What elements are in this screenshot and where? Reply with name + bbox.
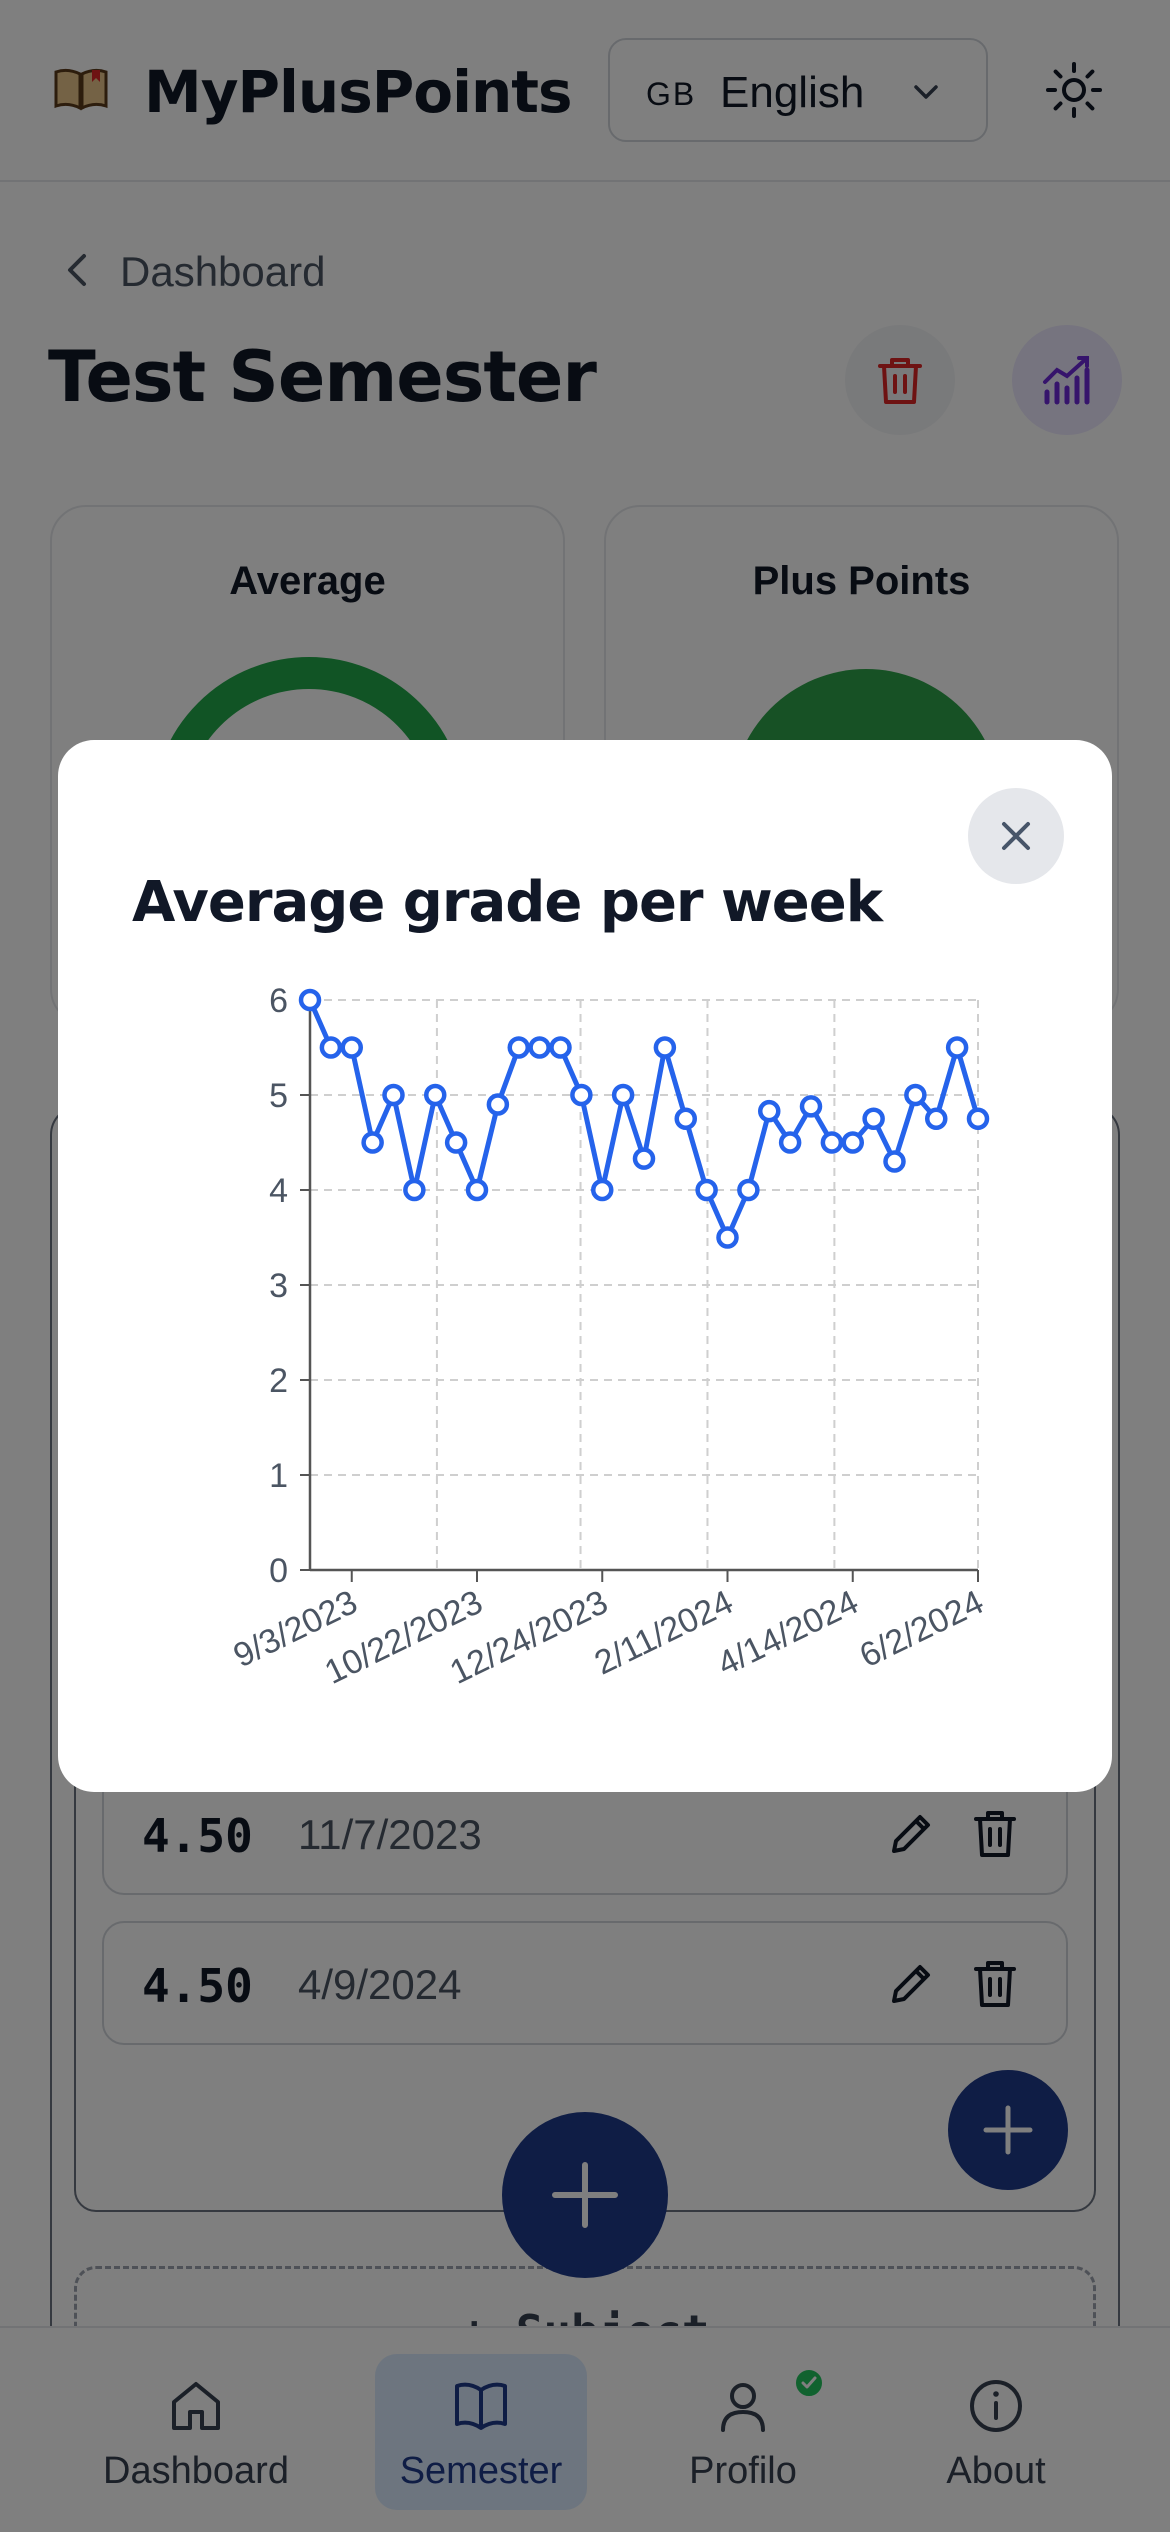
x-tick-label: 4/14/2024 — [712, 1583, 865, 1683]
close-icon — [1002, 822, 1030, 850]
data-point — [799, 1095, 823, 1118]
data-point — [820, 1131, 844, 1154]
data-point — [695, 1178, 718, 1202]
chart-modal: 0 1 2 3 4 5 6 9/3/2023 10/22/2023 12/24/2023 2/11/… — [58, 740, 1112, 1792]
data-point — [632, 1147, 656, 1170]
data-point — [444, 1131, 468, 1154]
y-tick-label: 5 — [269, 1077, 288, 1115]
data-point — [611, 1083, 635, 1107]
data-point — [340, 1036, 363, 1059]
data-point — [653, 1036, 677, 1059]
data-point — [403, 1178, 426, 1202]
y-tick-label: 0 — [269, 1552, 288, 1590]
data-point — [925, 1107, 948, 1130]
data-point — [904, 1083, 927, 1107]
y-tick-label: 2 — [269, 1362, 288, 1400]
data-point — [883, 1150, 906, 1173]
data-point — [758, 1099, 781, 1123]
data-point — [737, 1178, 760, 1202]
y-tick-label: 6 — [269, 982, 288, 1020]
average-grade-chart: 01234569/3/202310/22/202312/24/20232/11/… — [228, 982, 990, 1692]
data-point — [841, 1131, 864, 1154]
data-point — [507, 1036, 530, 1059]
x-tick-label: 2/11/2024 — [589, 1583, 739, 1682]
data-point — [319, 1036, 343, 1059]
y-tick-label: 4 — [269, 1172, 288, 1210]
data-point — [966, 1107, 990, 1130]
data-point — [570, 1083, 593, 1107]
data-point — [945, 1036, 969, 1059]
y-tick-label: 3 — [269, 1267, 288, 1305]
data-point — [528, 1036, 551, 1059]
data-point — [424, 1083, 447, 1107]
data-point — [716, 1226, 739, 1249]
data-point — [549, 1036, 572, 1059]
data-point — [486, 1093, 510, 1116]
data-point — [298, 988, 322, 1012]
y-tick-label: 1 — [269, 1457, 288, 1495]
data-point — [465, 1178, 489, 1202]
data-point — [382, 1083, 405, 1107]
data-point — [674, 1107, 697, 1130]
data-point — [778, 1131, 802, 1154]
data-point — [862, 1107, 885, 1130]
modal-title: Average grade per week — [132, 870, 883, 935]
data-point — [591, 1178, 614, 1202]
close-modal-button[interactable] — [968, 788, 1064, 884]
data-point — [361, 1131, 384, 1154]
x-tick-label: 6/2/2024 — [854, 1583, 990, 1675]
